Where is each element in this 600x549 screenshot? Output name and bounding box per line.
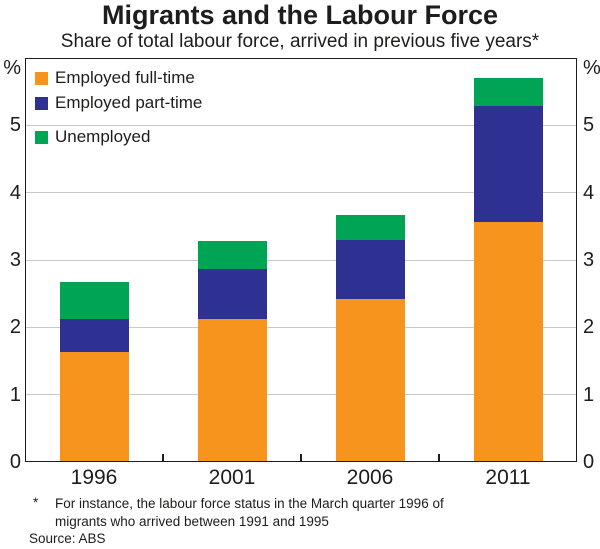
- y-tick-label-left-1: 1: [9, 383, 21, 406]
- y-tick-label-right-2: 2: [583, 316, 595, 339]
- footnote-marker: *: [33, 495, 39, 510]
- y-tick-label-left-3: 3: [9, 249, 21, 271]
- x-tick-label-2001: 2001: [208, 466, 256, 489]
- bar-2006-employed-part-time: [335, 239, 405, 300]
- legend-item-employed-full-time: Employed full-time: [35, 68, 195, 88]
- bar-2001-employed-full-time: [197, 319, 267, 462]
- bar-2001-employed-part-time: [197, 268, 267, 320]
- category-tick-1: [162, 454, 164, 462]
- legend-swatch-full-time: [35, 71, 48, 85]
- category-tick-3: [438, 454, 440, 462]
- bar-1996-employed-part-time: [59, 318, 129, 352]
- legend-label: Employed part-time: [55, 93, 203, 112]
- bar-1996-employed-full-time: [59, 351, 129, 462]
- bar-1996-unemployed: [59, 282, 129, 319]
- legend-label: Unemployed: [55, 127, 151, 146]
- legend-item-employed-part-time: Employed part-time: [35, 93, 202, 113]
- bar-2011-unemployed: [473, 77, 543, 106]
- x-tick-label-1996: 1996: [70, 466, 118, 489]
- y-unit-label-right: %: [583, 57, 600, 79]
- footnote-line-2: migrants who arrived between 1991 and 19…: [55, 514, 329, 529]
- y-unit-label-left: %: [3, 57, 21, 79]
- bar-2011-employed-full-time: [473, 222, 543, 462]
- x-tick-label-2011: 2011: [485, 466, 531, 489]
- y-tick-label-right-0: 0: [583, 451, 595, 473]
- gridline-3: [25, 259, 577, 261]
- source-note: Source: ABS: [29, 531, 106, 546]
- y-tick-label-left-0: 0: [9, 451, 21, 473]
- y-tick-label-right-1: 1: [583, 383, 595, 406]
- y-tick-label-left-2: 2: [9, 316, 21, 339]
- bar-2006-employed-full-time: [335, 299, 405, 462]
- y-tick-label-left-4: 4: [9, 181, 21, 204]
- footnote-text: For instance, the labour force status in…: [55, 495, 525, 531]
- gridline-2: [25, 326, 577, 328]
- bar-2006-unemployed: [335, 214, 405, 240]
- x-tick-label-2006: 2006: [346, 466, 394, 489]
- y-tick-label-right-5: 5: [583, 114, 595, 137]
- y-tick-label-right-3: 3: [583, 249, 595, 271]
- legend-item-unemployed: Unemployed: [35, 127, 150, 147]
- plot-area: Employed full-time Employed part-time Un…: [25, 58, 577, 462]
- legend-swatch-part-time: [35, 96, 48, 110]
- legend-swatch-unemployed: [35, 130, 48, 144]
- chart-title: Migrants and the Labour Force: [101, 0, 499, 30]
- gridline-4: [25, 192, 577, 194]
- bar-2011-employed-part-time: [473, 105, 543, 223]
- footnote-line-1: For instance, the labour force status in…: [55, 496, 444, 511]
- chart-subtitle: Share of total labour force, arrived in …: [60, 31, 540, 52]
- category-tick-2: [300, 454, 302, 462]
- bar-2001-unemployed: [197, 240, 267, 269]
- y-tick-label-right-4: 4: [583, 181, 595, 204]
- gridline-1: [25, 394, 577, 396]
- legend-label: Employed full-time: [55, 68, 195, 87]
- y-tick-label-left-5: 5: [9, 114, 21, 137]
- gridline-5: [25, 124, 577, 126]
